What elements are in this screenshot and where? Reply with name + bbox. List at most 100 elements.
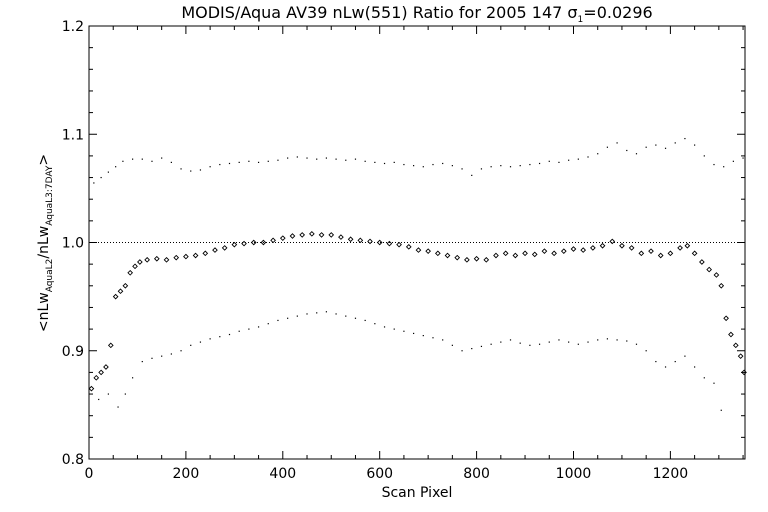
data-point-mean [699,259,705,265]
data-point-lower [703,377,705,379]
data-point-mean [619,242,625,249]
data-point-mean [163,256,170,263]
data-point-lower [694,366,696,368]
data-point-lower [383,326,386,328]
data-point-lower [277,319,279,322]
data-point-upper [674,142,676,144]
data-point-upper [190,170,192,172]
data-point-lower [170,353,172,355]
data-point-lower [345,315,347,317]
data-point-mean [522,250,528,257]
data-point-upper [306,157,308,159]
data-point-mean [338,234,344,240]
data-point-upper [257,161,260,163]
data-point-lower [296,315,298,317]
data-point-mean [628,245,635,251]
data-point-lower [248,328,250,330]
data-point-mean [260,239,267,246]
data-point-upper [219,163,221,166]
data-point-upper [277,159,279,161]
data-point-upper [432,163,434,166]
data-point-lower [720,409,722,411]
data-point-mean [202,250,209,257]
data-point-mean [415,247,422,253]
data-point-mean [741,369,747,376]
data-point-lower [538,343,541,345]
data-point-upper [471,174,473,176]
data-point-mean [309,231,315,237]
data-point-mean [657,252,664,259]
data-point-mean [367,238,373,245]
data-point-mean [531,251,538,258]
data-point-upper [403,163,405,166]
data-point-lower [480,345,483,348]
data-point-lower [509,339,512,341]
data-point-lower [519,342,521,344]
data-point-upper [161,157,163,159]
data-point-mean [270,237,276,244]
data-point-lower [238,330,240,332]
data-point-upper [509,166,512,168]
data-point-lower [107,393,109,395]
data-point-mean [107,342,114,349]
data-point-lower [364,319,366,322]
data-point-upper [228,162,231,165]
data-point-lower [393,328,395,330]
data-point-lower [626,340,628,342]
data-point-upper [248,160,250,162]
data-point-mean [221,245,228,251]
data-point-mean [580,247,587,253]
data-point-mean [464,256,470,263]
data-point-lower [597,339,599,341]
data-point-upper [209,166,211,168]
x-axis-label: Scan Pixel [382,485,453,501]
data-point-mean [551,250,557,257]
data-point-mean [241,240,247,247]
data-point-mean [691,250,698,257]
data-point-upper [383,162,386,165]
data-point-mean [357,237,364,244]
data-point-upper [655,144,657,146]
data-point-lower [471,347,473,350]
data-point-mean [103,364,109,370]
data-point-lower [316,312,318,314]
data-point-upper [732,160,734,162]
data-point-mean [212,247,218,253]
data-point-lower [674,360,676,363]
data-point-upper [107,171,109,173]
data-point-mean [473,255,480,262]
data-point-lower [461,350,463,352]
data-point-lower [645,350,647,352]
data-point-mean [192,252,199,259]
data-point-upper [742,157,744,159]
series-mean [88,231,747,392]
data-point-lower [587,341,589,343]
data-point-upper [364,160,366,162]
data-point-mean [250,239,257,246]
data-point-mean [279,235,286,242]
data-point-upper [461,168,463,170]
data-point-mean [299,232,306,238]
data-point-upper [115,166,117,168]
data-point-upper [558,161,560,163]
data-point-mean [117,288,124,295]
data-point-upper [199,169,202,171]
data-point-mean [638,250,645,257]
x-tick-label: 800 [463,466,490,482]
data-point-mean [231,241,238,248]
data-point-upper [635,153,638,155]
data-point-mean [183,253,189,260]
data-point-upper [626,149,628,152]
plot-area-border [88,25,746,460]
data-point-mean [706,266,712,273]
data-point-lower [161,355,163,357]
data-point-mean [560,248,567,254]
x-tick-label: 200 [173,466,200,482]
data-point-mean [570,246,577,252]
data-point-upper [480,168,483,170]
data-point-upper [664,147,667,149]
data-point-lower [374,323,376,325]
data-point-upper [316,158,318,160]
data-point-mean [318,232,325,238]
